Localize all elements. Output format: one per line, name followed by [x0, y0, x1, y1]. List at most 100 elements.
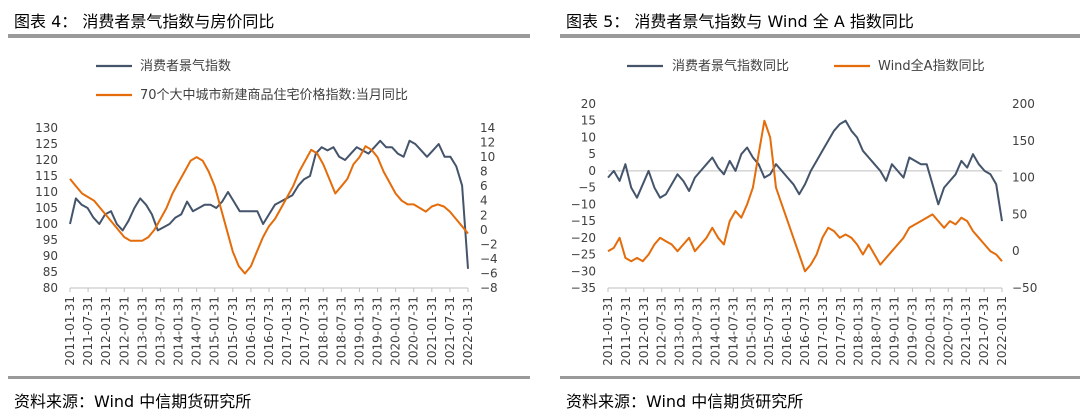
x-tick-label: 2012-01-31 — [99, 296, 113, 366]
x-tick-label: 2020-07-31 — [941, 296, 955, 366]
right-axis-tick: −2 — [480, 237, 498, 251]
x-tick-label: 2016-07-31 — [798, 296, 812, 366]
x-tick-label: 2021-07-31 — [443, 296, 457, 366]
figure-title: 图表 4： 消费者景气指数与房价同比 — [14, 12, 275, 31]
right-axis-tick: 0 — [1012, 244, 1020, 258]
x-tick-label: 2013-07-31 — [691, 296, 705, 366]
x-tick-label: 2015-01-31 — [744, 296, 758, 366]
x-tick-label: 2013-07-31 — [153, 296, 167, 366]
x-tick-label: 2012-01-31 — [637, 296, 651, 366]
right-axis-tick: −4 — [480, 252, 498, 266]
right-axis-tick: −8 — [480, 281, 498, 295]
right-axis-tick: 150 — [1012, 134, 1035, 148]
x-tick-label: 2015-07-31 — [226, 296, 240, 366]
legend-label-2: Wind全A指数同比 — [878, 58, 985, 74]
x-tick-label: 2013-01-31 — [673, 296, 687, 366]
left-axis-tick: 120 — [35, 153, 58, 167]
right-axis-tick: 14 — [480, 121, 495, 135]
source-note: 资料来源：Wind 中信期货研究所 — [14, 392, 252, 411]
right-axis-tick: 200 — [1012, 97, 1035, 111]
x-tick-label: 2013-01-31 — [135, 296, 149, 366]
left-axis-tick: 100 — [35, 217, 58, 231]
source-divider — [560, 376, 1080, 379]
x-tick-label: 2012-07-31 — [117, 296, 131, 366]
left-axis-tick: 0 — [588, 164, 596, 178]
series-line-2 — [607, 119, 1003, 273]
x-tick-label: 2021-07-31 — [977, 296, 991, 366]
left-axis-tick: 10 — [581, 130, 596, 144]
right-axis-tick: 8 — [480, 165, 488, 179]
x-tick-label: 2016-01-31 — [244, 296, 258, 366]
series-line-2 — [69, 145, 469, 275]
x-tick-label: 2017-01-31 — [280, 296, 294, 366]
left-axis-tick: −20 — [571, 231, 596, 245]
left-axis-tick: −10 — [571, 197, 596, 211]
x-tick-label: 2018-01-31 — [852, 296, 866, 366]
chart-figure-5: 消费者景气指数同比 Wind全A指数同比20151050−5−10−15−20−2… — [571, 58, 1038, 366]
legend-label-1: 消费者景气指数 — [140, 58, 231, 74]
figure-5-panel: 图表 5： 消费者景气指数与 Wind 全 A 指数同比 消费者景气指数同比 Wi… — [552, 0, 1080, 414]
right-axis-tick: 6 — [480, 179, 488, 193]
right-axis-tick: 10 — [480, 150, 495, 164]
x-tick-label: 2011-01-31 — [601, 296, 615, 366]
right-axis-tick: 12 — [480, 136, 495, 150]
left-axis-tick: 5 — [588, 147, 596, 161]
x-tick-label: 2019-07-31 — [371, 296, 385, 366]
left-axis-tick: 110 — [35, 185, 58, 199]
x-tick-label: 2017-07-31 — [834, 296, 848, 366]
right-axis-tick: 100 — [1012, 171, 1035, 185]
x-tick-label: 2022-01-31 — [461, 296, 475, 366]
left-axis-tick: 15 — [581, 114, 596, 128]
x-tick-label: 2014-01-31 — [708, 296, 722, 366]
x-tick-label: 2019-01-31 — [352, 296, 366, 366]
right-axis-tick: 4 — [480, 194, 488, 208]
left-axis-tick: −15 — [571, 214, 596, 228]
left-axis-tick: 105 — [35, 201, 58, 215]
figure-4-panel: 图表 4： 消费者景气指数与房价同比 消费者景气指数 70个大中城市新建商品住宅价… — [0, 0, 530, 414]
series-line-1 — [607, 119, 1003, 222]
x-tick-label: 2017-07-31 — [298, 296, 312, 366]
right-axis-tick: 0 — [480, 223, 488, 237]
x-tick-label: 2017-01-31 — [816, 296, 830, 366]
x-tick-label: 2014-07-31 — [190, 296, 204, 366]
left-axis-tick: 20 — [581, 97, 596, 111]
legend-label-1: 消费者景气指数同比 — [672, 58, 789, 74]
title-divider — [8, 34, 530, 38]
left-axis-tick: 80 — [43, 281, 58, 295]
x-tick-label: 2011-07-31 — [619, 296, 633, 366]
x-tick-label: 2020-01-31 — [923, 296, 937, 366]
right-axis-tick: −50 — [1012, 281, 1037, 295]
x-tick-label: 2019-01-31 — [888, 296, 902, 366]
figure-title: 图表 5： 消费者景气指数与 Wind 全 A 指数同比 — [566, 12, 914, 31]
right-axis-tick: −6 — [480, 266, 498, 280]
legend-label-2: 70个大中城市新建商品住宅价格指数:当月同比 — [140, 87, 408, 103]
left-axis-tick: 130 — [35, 121, 58, 135]
source-note: 资料来源：Wind 中信期货研究所 — [566, 392, 804, 411]
left-axis-tick: 90 — [43, 249, 58, 263]
x-tick-label: 2012-07-31 — [655, 296, 669, 366]
left-axis-tick: −35 — [571, 281, 596, 295]
x-tick-label: 2011-01-31 — [63, 296, 77, 366]
x-tick-label: 2014-07-31 — [726, 296, 740, 366]
x-tick-label: 2018-01-31 — [316, 296, 330, 366]
x-tick-label: 2011-07-31 — [81, 296, 95, 366]
left-axis-tick: 95 — [43, 233, 58, 247]
source-divider — [8, 376, 530, 379]
left-axis-tick: 85 — [43, 265, 58, 279]
series-line-1 — [69, 139, 469, 269]
x-tick-label: 2021-01-31 — [959, 296, 973, 366]
x-tick-label: 2016-01-31 — [780, 296, 794, 366]
x-tick-label: 2019-07-31 — [905, 296, 919, 366]
left-axis-tick: −30 — [571, 264, 596, 278]
x-tick-label: 2021-01-31 — [425, 296, 439, 366]
x-tick-label: 2015-01-31 — [208, 296, 222, 366]
left-axis-tick: −25 — [571, 248, 596, 262]
chart-figure-4: 消费者景气指数70个大中城市新建商品住宅价格指数:当月同比13012512011… — [35, 58, 498, 366]
x-tick-label: 2014-01-31 — [172, 296, 186, 366]
x-tick-label: 2020-01-31 — [389, 296, 403, 366]
x-tick-label: 2022-01-31 — [995, 296, 1009, 366]
x-tick-label: 2018-07-31 — [334, 296, 348, 366]
x-tick-label: 2020-07-31 — [407, 296, 421, 366]
title-divider — [560, 34, 1080, 38]
x-tick-label: 2015-07-31 — [762, 296, 776, 366]
